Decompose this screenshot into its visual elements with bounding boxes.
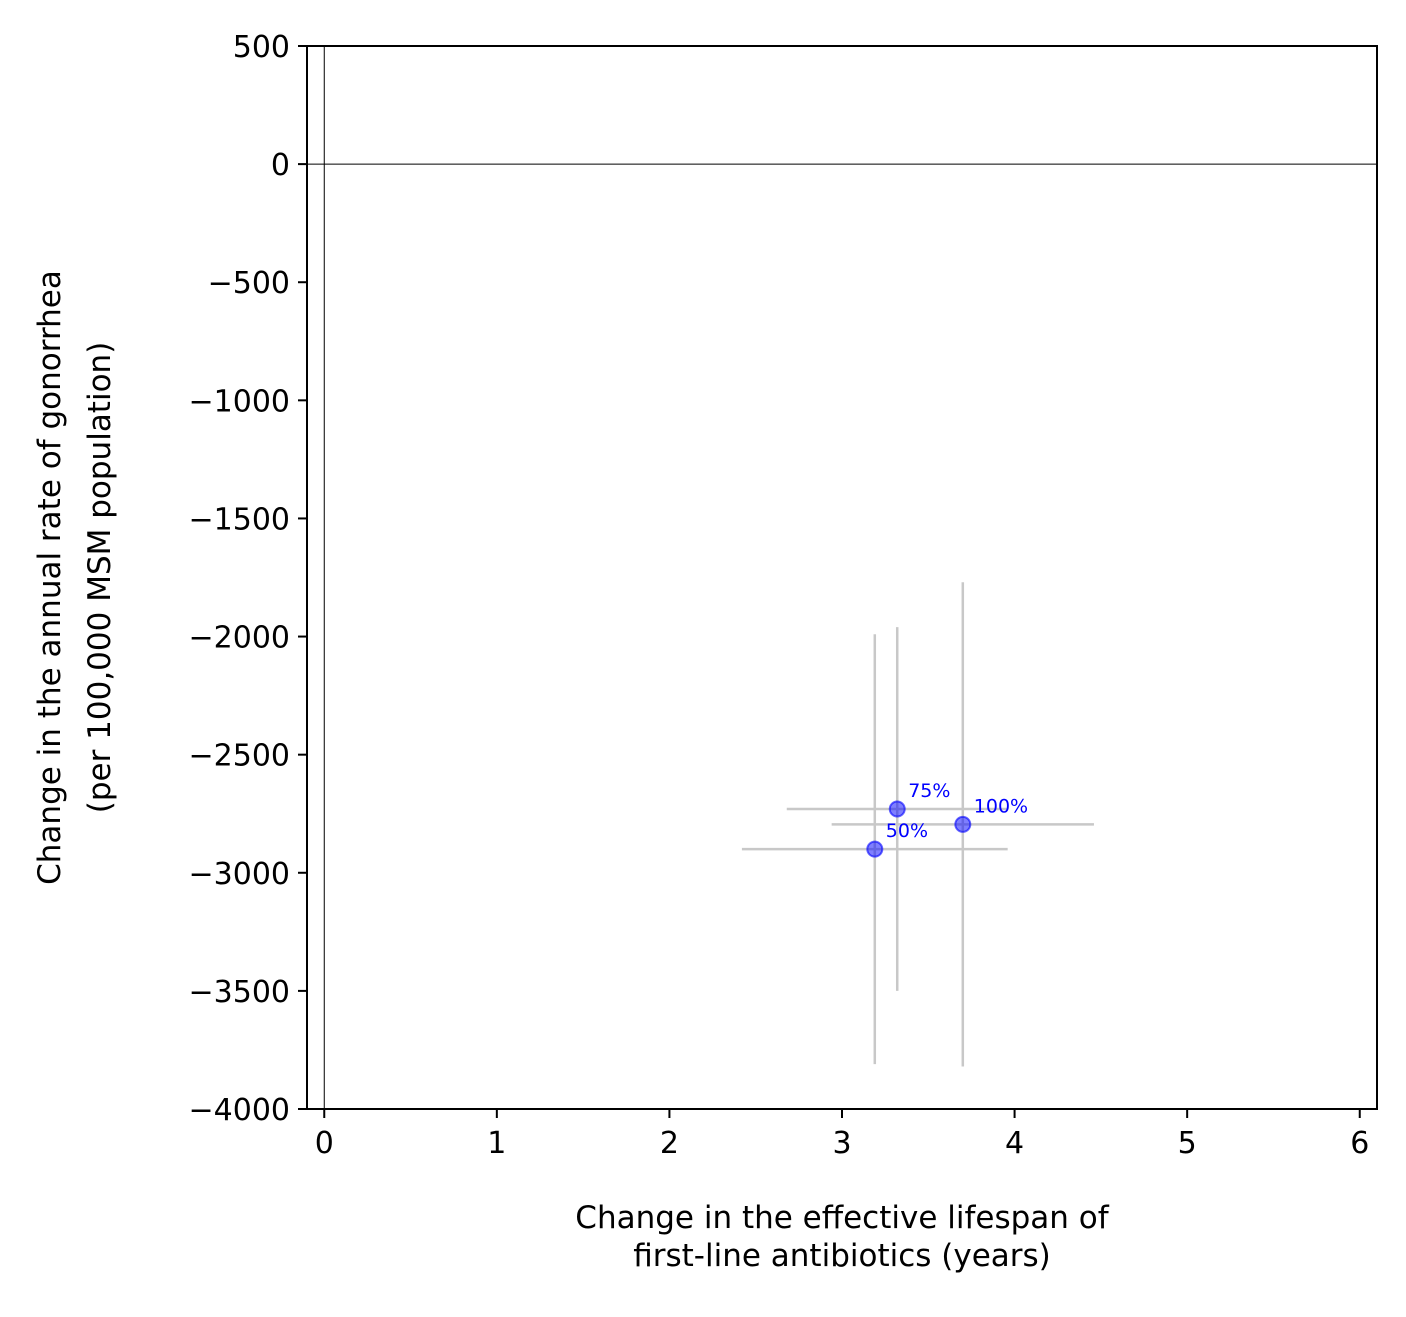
y-axis-ticks: 500 0 −500 −1000 −1500 −2000 −2500 −3000 −3500 −4… <box>189 30 307 1128</box>
data-points <box>866 800 972 858</box>
x-axis-label-line-1: first-line antibiotics (years) <box>633 1238 1051 1274</box>
y-axis-label-line-0: Change in the annual rate of gonorrhea <box>32 270 68 885</box>
y-tick-label-6: −2500 <box>189 739 290 774</box>
point-label-0: 50% <box>886 820 928 842</box>
x-tick-label-2: 2 <box>660 1126 679 1161</box>
point-labels: 50% 75% 100% <box>886 780 1028 842</box>
y-tick-label-8: −3500 <box>189 975 290 1010</box>
y-tick-label-0: 500 <box>233 30 290 65</box>
x-tick-label-1: 1 <box>487 1126 506 1161</box>
y-tick-label-7: −3000 <box>189 857 290 892</box>
reference-lines <box>307 46 1377 1109</box>
point-label-1: 75% <box>908 780 950 802</box>
y-axis-label-line-1: (per 100,000 MSM population) <box>82 342 118 814</box>
x-axis-ticks: 0 1 2 3 4 5 6 <box>315 1109 1369 1161</box>
data-point-2 <box>954 815 972 833</box>
y-tick-label-2: −500 <box>208 266 290 301</box>
y-tick-label-9: −4000 <box>189 1093 290 1128</box>
point-label-2: 100% <box>974 795 1028 817</box>
y-tick-label-3: −1000 <box>189 384 290 419</box>
x-tick-label-5: 5 <box>1178 1126 1197 1161</box>
x-tick-label-4: 4 <box>1005 1126 1024 1161</box>
data-point-1 <box>888 800 906 818</box>
x-tick-label-6: 6 <box>1350 1126 1369 1161</box>
y-tick-label-5: −2000 <box>189 621 290 656</box>
data-point-0 <box>866 840 884 858</box>
y-tick-label-4: −1500 <box>189 502 290 537</box>
plot-frame <box>306 45 1378 1110</box>
x-tick-label-3: 3 <box>832 1126 851 1161</box>
x-axis-label-line-0: Change in the effective lifespan of <box>575 1200 1109 1236</box>
x-axis-label: Change in the effective lifespan offirst… <box>575 1200 1109 1274</box>
y-axis-label: Change in the annual rate of gonorrhea (p… <box>32 270 118 885</box>
y-tick-label-1: 0 <box>271 148 290 183</box>
x-tick-label-0: 0 <box>315 1126 334 1161</box>
